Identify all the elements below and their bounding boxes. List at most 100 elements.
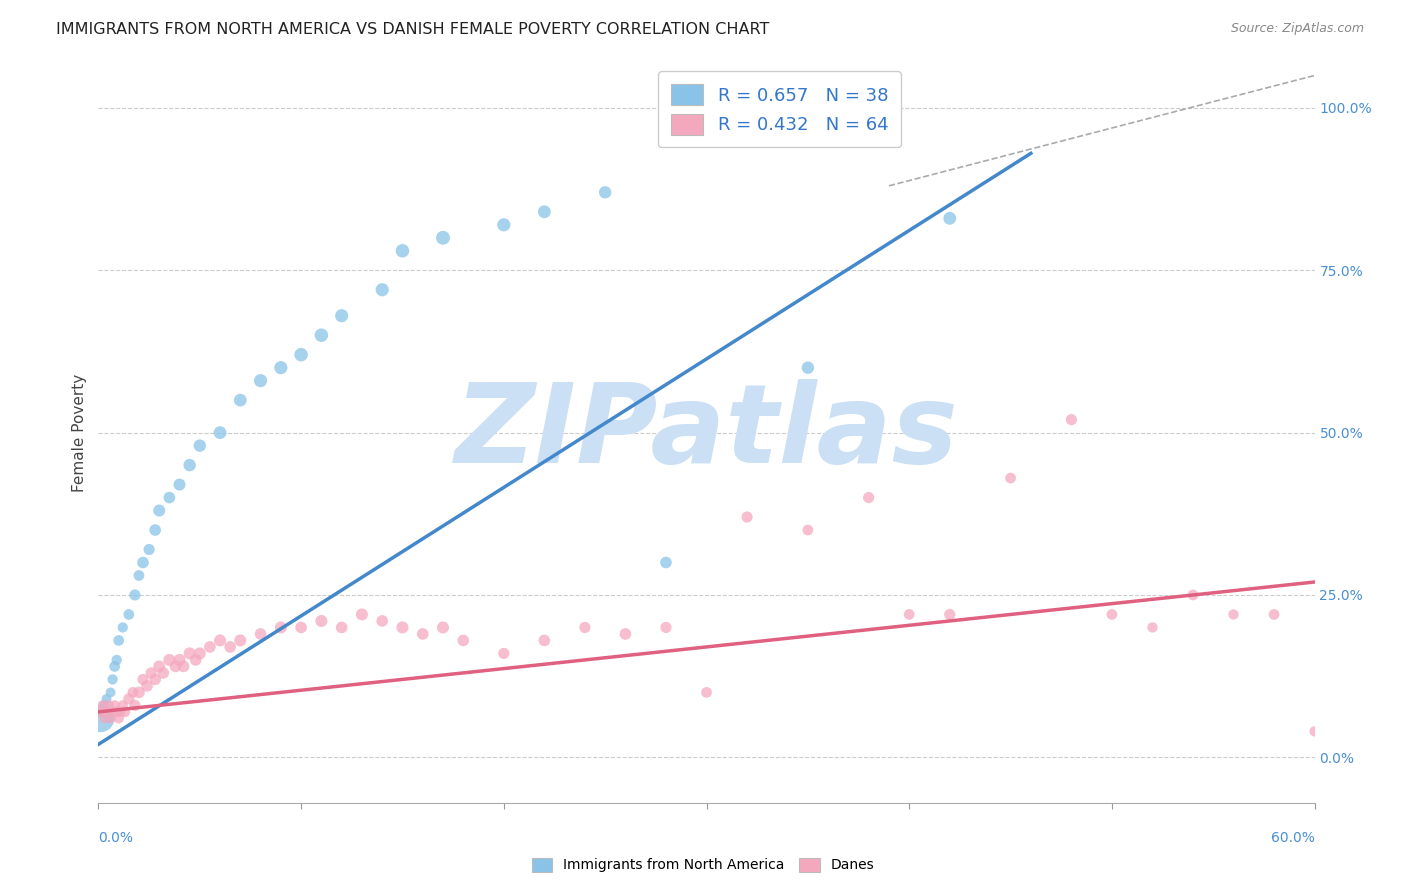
Point: [198, 640, 221, 654]
Point: [100, 711, 122, 725]
Point: [898, 607, 921, 622]
Point: [391, 244, 413, 258]
Point: [188, 647, 211, 661]
Point: [107, 711, 129, 725]
Point: [91, 698, 114, 713]
Point: [93, 711, 115, 725]
Point: [858, 491, 880, 505]
Point: [655, 620, 678, 634]
Point: [1142, 620, 1164, 634]
Point: [797, 523, 820, 537]
Text: Source: ZipAtlas.com: Source: ZipAtlas.com: [1230, 22, 1364, 36]
Point: [533, 633, 555, 648]
Point: [432, 620, 454, 634]
Point: [655, 556, 678, 570]
Point: [111, 698, 134, 713]
Point: [1182, 588, 1205, 602]
Point: [96, 705, 118, 719]
Legend: R = 0.657   N = 38, R = 0.432   N = 64: R = 0.657 N = 38, R = 0.432 N = 64: [658, 71, 901, 147]
Point: [290, 348, 312, 362]
Point: [492, 218, 515, 232]
Point: [111, 620, 134, 634]
Point: [173, 659, 195, 673]
Point: [148, 503, 170, 517]
Point: [143, 673, 166, 687]
Point: [1000, 471, 1022, 485]
Point: [1101, 607, 1123, 622]
Point: [157, 491, 180, 505]
Point: [1303, 724, 1326, 739]
Point: [574, 620, 596, 634]
Point: [105, 653, 128, 667]
Point: [219, 640, 242, 654]
Point: [412, 627, 434, 641]
Point: [157, 653, 180, 667]
Point: [533, 204, 555, 219]
Point: [391, 620, 413, 634]
Point: [492, 647, 515, 661]
Point: [179, 647, 201, 661]
Point: [107, 633, 129, 648]
Point: [249, 627, 271, 641]
Point: [350, 607, 373, 622]
Point: [118, 607, 141, 622]
Point: [330, 309, 353, 323]
Point: [330, 620, 353, 634]
Point: [270, 360, 292, 375]
Point: [311, 328, 333, 343]
Point: [797, 360, 820, 375]
Point: [1222, 607, 1244, 622]
Point: [96, 692, 118, 706]
Point: [311, 614, 333, 628]
Point: [371, 283, 394, 297]
Legend: Immigrants from North America, Danes: Immigrants from North America, Danes: [526, 852, 880, 878]
Point: [152, 665, 174, 680]
Point: [104, 659, 127, 673]
Point: [184, 653, 207, 667]
Point: [290, 620, 312, 634]
Point: [128, 685, 150, 699]
Point: [128, 568, 150, 582]
Point: [165, 659, 187, 673]
Point: [110, 705, 132, 719]
Point: [93, 698, 115, 713]
Text: ZIPatlas: ZIPatlas: [454, 379, 959, 486]
Point: [179, 458, 201, 472]
Point: [188, 439, 211, 453]
Point: [132, 556, 155, 570]
Point: [939, 211, 962, 226]
Point: [453, 633, 475, 648]
Point: [100, 685, 122, 699]
Text: 0.0%: 0.0%: [98, 831, 134, 845]
Point: [229, 393, 252, 408]
Point: [89, 705, 111, 719]
Point: [593, 186, 616, 200]
Point: [138, 542, 160, 557]
Point: [89, 711, 111, 725]
Point: [209, 425, 232, 440]
Point: [939, 607, 962, 622]
Point: [371, 614, 394, 628]
Point: [229, 633, 252, 648]
Text: 60.0%: 60.0%: [1271, 831, 1315, 845]
Point: [101, 673, 124, 687]
Point: [735, 510, 758, 524]
Point: [1263, 607, 1285, 622]
Point: [270, 620, 292, 634]
Y-axis label: Female Poverty: Female Poverty: [72, 374, 87, 491]
Point: [124, 588, 146, 602]
Point: [139, 665, 162, 680]
Point: [118, 692, 141, 706]
Point: [91, 705, 114, 719]
Point: [614, 627, 637, 641]
Text: IMMIGRANTS FROM NORTH AMERICA VS DANISH FEMALE POVERTY CORRELATION CHART: IMMIGRANTS FROM NORTH AMERICA VS DANISH …: [56, 22, 769, 37]
Point: [105, 705, 128, 719]
Point: [132, 673, 155, 687]
Point: [249, 374, 271, 388]
Point: [97, 698, 120, 713]
Point: [432, 231, 454, 245]
Point: [136, 679, 159, 693]
Point: [169, 477, 191, 491]
Point: [97, 711, 120, 725]
Point: [143, 523, 166, 537]
